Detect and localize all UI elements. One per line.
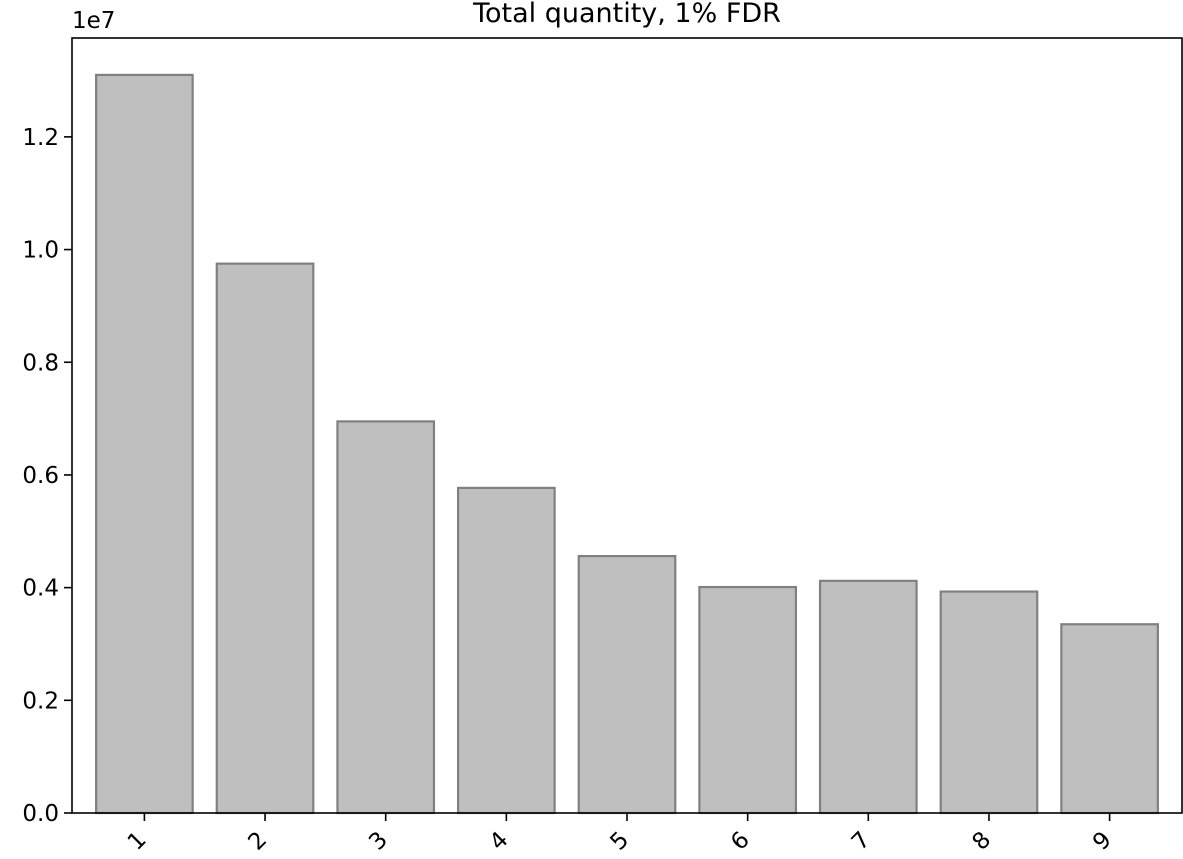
x-tick-label: 9 [1088,827,1117,856]
bar-4 [456,486,556,815]
bar-6 [698,585,798,815]
y-tick-label: 0.4 [22,576,59,602]
y-tick-label: 0.2 [22,688,59,714]
plot-area-frame [71,37,1183,814]
x-tick-label: 4 [485,827,514,856]
x-tick-label: 5 [606,827,635,856]
bar-3 [336,420,436,815]
y-tick-label: 0.6 [22,463,59,489]
chart-title: Total quantity, 1% FDR [472,0,781,29]
bar-5 [577,554,677,815]
bar-2 [215,262,315,815]
x-tick-label: 3 [364,827,393,856]
y-tick-label: 1.2 [22,125,59,151]
x-tick-label: 7 [847,827,876,856]
bar-1 [95,73,194,815]
x-tick-label: 8 [967,827,996,856]
bars-group [95,73,1159,815]
y-tick-label: 1.0 [22,238,59,264]
y-axis-offset-label: 1e7 [72,8,115,34]
x-tick-label: 2 [244,827,273,856]
bar-9 [1060,623,1159,815]
x-tick-label: 1 [123,827,152,856]
y-axis-ticks: 0.0 0.2 0.4 0.6 0.8 1.0 1.2 [22,125,72,827]
x-axis-ticks: 1 2 3 4 5 6 7 8 9 [123,813,1117,856]
bar-8 [939,590,1039,815]
y-tick-label: 0.8 [22,350,59,376]
x-tick-label: 6 [726,827,755,856]
y-tick-label: 0.0 [22,801,59,827]
bar-7 [818,579,918,815]
